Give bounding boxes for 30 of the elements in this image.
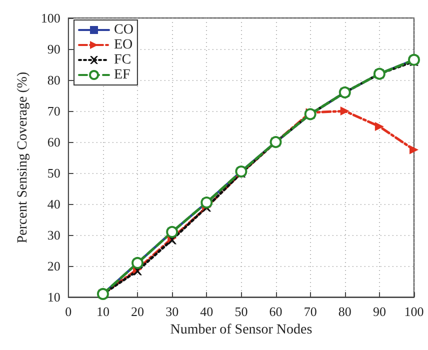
y-tick-label: 80 [47,72,60,88]
y-tick-label: 10 [47,290,60,305]
point [340,106,350,116]
x-tick-label: 50 [234,304,248,320]
y-tick-label: 70 [47,104,60,119]
x-tick-label: 70 [304,304,317,320]
x-axis-title: Number of Sensor Nodes [170,322,312,338]
y-tick-label: 100 [40,10,60,26]
x-tick-label: 80 [338,304,352,320]
legend-label: FC [114,52,132,68]
legend-label: EF [114,68,131,82]
x-tick-label: 90 [372,304,386,320]
point [374,122,384,132]
x-tick-label: 60 [269,304,282,320]
y-tick-label: 40 [47,196,60,212]
legend-label: CO [114,22,134,38]
x-tick-label: 0 [65,304,72,320]
y-tick-label: 50 [47,166,60,181]
x-tick-label: 20 [131,304,144,320]
point [410,145,418,154]
y-tick-label: 60 [47,134,60,150]
y-tick-label: 30 [47,228,60,243]
y-tick-label: 90 [47,42,60,57]
x-tick-label: 10 [96,304,110,320]
y-axis-title: Percent Sensing Coverage (%) [16,71,30,244]
legend-label: EO [114,38,133,52]
x-tick-label: 30 [166,304,179,320]
x-tick-label: 40 [200,304,214,320]
y-tick-label: 20 [47,258,60,274]
x-tick-label: 100 [404,304,424,320]
